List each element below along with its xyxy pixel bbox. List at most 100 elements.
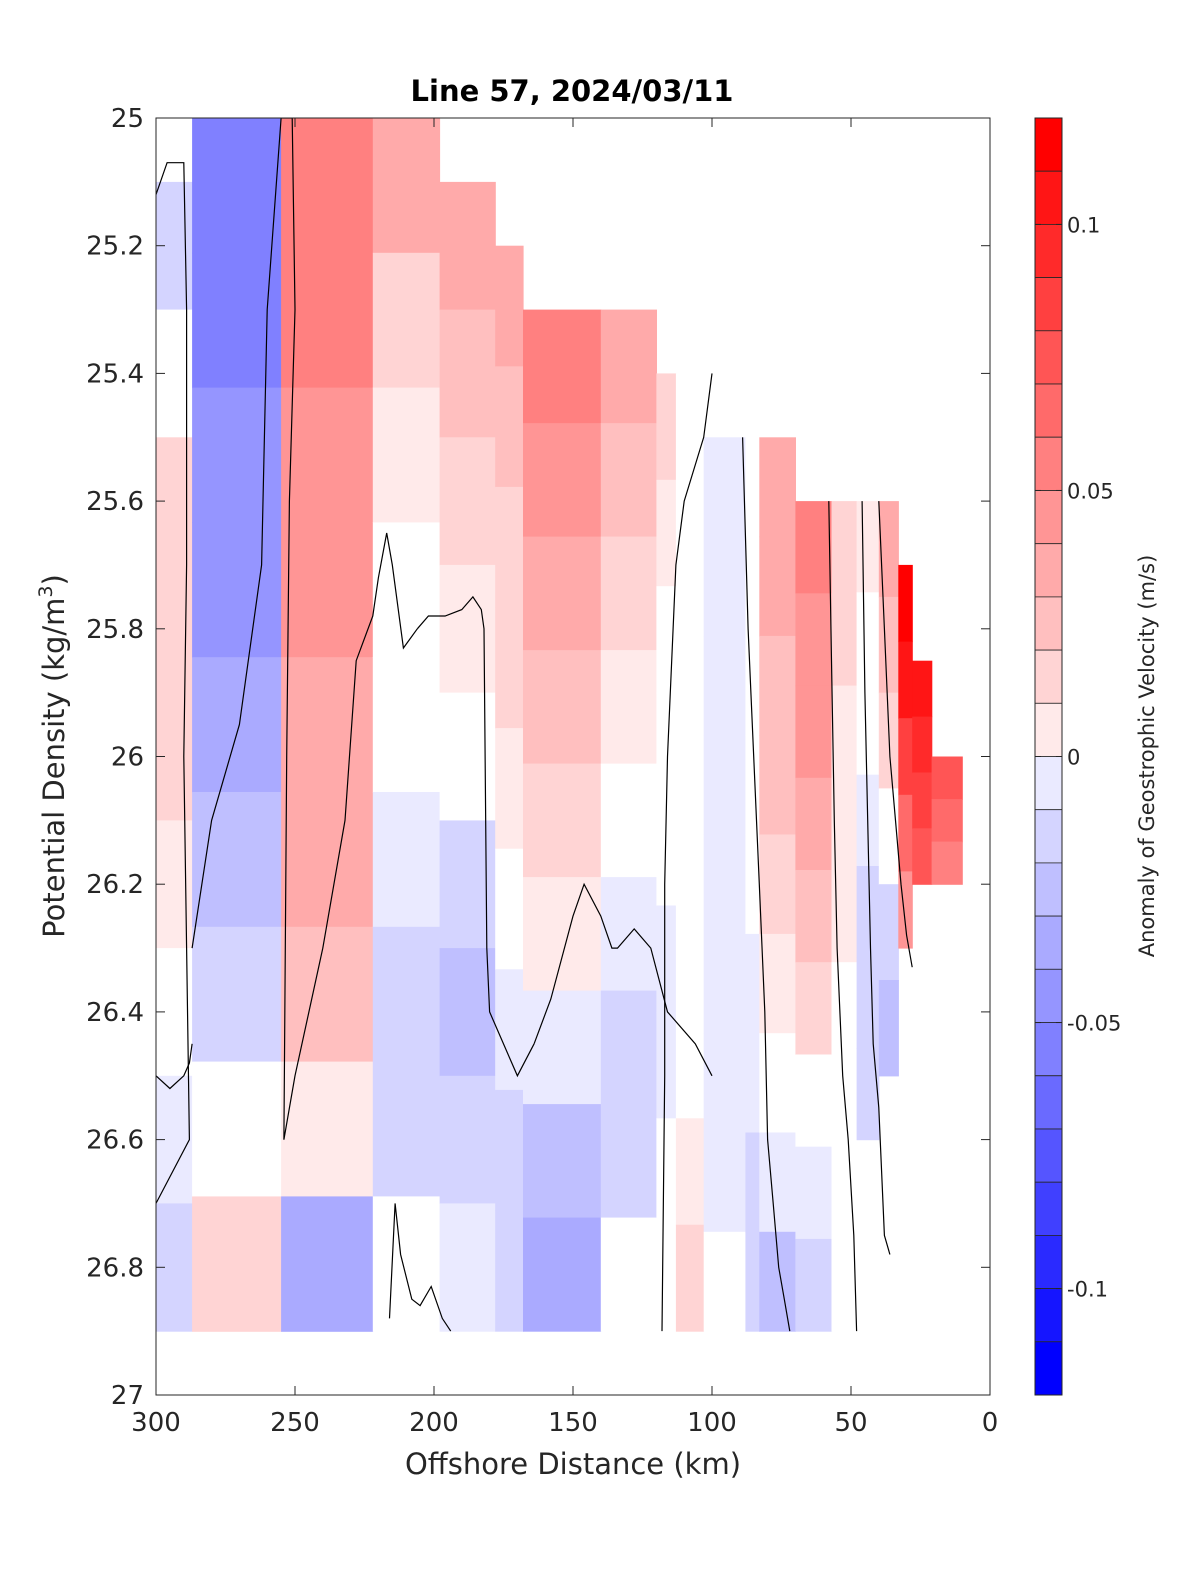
field-cell-6-4 (523, 763, 602, 878)
field-cell-15-6 (856, 1048, 880, 1141)
colorbar-band-1 (1034, 170, 1063, 225)
field-cell-5-1 (495, 366, 524, 488)
field-cell-11-0 (745, 437, 760, 538)
field-cell-2-6 (281, 926, 374, 1063)
zero-contour-line-2 (191, 118, 296, 1140)
field-cell-7-0 (600, 309, 657, 424)
field-cell-4-5 (439, 820, 496, 949)
field-cell-15-2 (856, 683, 880, 776)
field-cell-1-0 (192, 118, 282, 254)
y-tick-label-5: 26 (111, 743, 144, 773)
field-cell-16-0 (878, 501, 899, 598)
colorbar-band-11 (1034, 702, 1063, 757)
field-cell-13-8 (795, 1238, 833, 1332)
field-cell-17-1 (898, 641, 913, 719)
y-axis-title-base: Potential Density (kg/m (37, 598, 71, 938)
colorbar-band-9 (1034, 596, 1063, 651)
colorbar-band-15 (1034, 915, 1063, 970)
field-cell-1-3 (192, 522, 282, 658)
zero-contour-line-4 (416, 595, 535, 1078)
field-cell-13-3 (795, 777, 833, 871)
field-cell-10-0 (703, 437, 746, 538)
y-axis-title: Potential Density (kg/m3) (35, 574, 71, 938)
colorbar-tick-label-0: 0.1 (1067, 213, 1100, 237)
zero-contour-line-9 (861, 501, 891, 1255)
field-cell-3-4 (372, 657, 441, 793)
field-cell-13-5 (795, 962, 833, 1055)
field-cell-5-3 (495, 607, 524, 729)
field-cell-14-5 (831, 962, 858, 1055)
zero-contour-line-11 (388, 1203, 452, 1332)
field-cell-10-7 (703, 1132, 746, 1233)
zero-contour-line-5 (533, 882, 713, 1077)
colorbar-band-6 (1034, 436, 1063, 491)
y-tick-label-1: 25.2 (86, 232, 144, 262)
colorbar-tick-label-1: 0.05 (1067, 479, 1114, 503)
field-cell-8-5 (656, 905, 677, 1013)
field-cell-16-3 (878, 788, 899, 885)
x-axis-title: Offshore Distance (km) (405, 1447, 741, 1481)
field-cell-14-0 (831, 501, 858, 594)
field-cell-16-1 (878, 596, 899, 694)
y-tick-label-7: 26.4 (86, 998, 144, 1028)
field-cell-15-5 (856, 957, 880, 1049)
field-cell-8-0 (656, 373, 677, 481)
colorbar-band-14 (1034, 862, 1063, 917)
field-cell-4-3 (439, 564, 496, 694)
field-cell-5-4 (495, 728, 524, 850)
field-cell-4-2 (439, 437, 496, 566)
field-cell-8-6 (656, 1011, 677, 1119)
field-cell-2-8 (281, 1196, 374, 1332)
colorbar-band-7 (1034, 490, 1063, 545)
x-tick-label-250: 250 (270, 1408, 320, 1438)
field-cell-14-2 (831, 685, 858, 779)
field-cell-3-2 (372, 387, 441, 523)
field-cell-3-7 (372, 1061, 441, 1197)
colorbar-band-0 (1034, 117, 1063, 172)
y-tick-label-6: 26.2 (86, 870, 144, 900)
field-cell-8-3 (656, 692, 677, 800)
y-tick-label-8: 26.6 (86, 1126, 144, 1156)
field-cell-18-2 (912, 772, 933, 829)
colorbar-band-13 (1034, 809, 1063, 864)
field-cell-2-7 (281, 1061, 374, 1197)
zero-contour-line-3 (283, 532, 418, 1140)
field-cell-6-1 (523, 423, 602, 538)
field-cell-10-5 (703, 933, 746, 1034)
field-cell-6-8 (523, 1217, 602, 1332)
field-cell-17-2 (898, 718, 913, 796)
field-cell-3-0 (372, 118, 441, 254)
field-cell-18-1 (912, 716, 933, 774)
x-tick-label-150: 150 (548, 1408, 598, 1438)
y-tick-label-0: 25 (111, 104, 144, 134)
field-cell-6-5 (523, 877, 602, 992)
field-cell-5-2 (495, 486, 524, 609)
colorbar-band-16 (1034, 968, 1063, 1023)
field-cell-3-1 (372, 252, 441, 389)
field-cell-18-0 (912, 660, 933, 718)
field-cell-8-2 (656, 586, 677, 694)
field-cell-11-7 (745, 1132, 760, 1233)
field-cell-10-6 (703, 1033, 746, 1134)
field-cell-5-7 (495, 1089, 524, 1212)
colorbar-band-4 (1034, 330, 1063, 385)
field-cell-5-5 (495, 848, 524, 970)
field-cell-18-3 (912, 828, 933, 885)
field-cell-12-2 (759, 635, 796, 736)
velocity-field (156, 118, 963, 1332)
colorbar-tick-label-3: -0.05 (1067, 1012, 1121, 1036)
y-tick-label-4: 25.8 (86, 615, 144, 645)
field-cell-9-5 (675, 905, 705, 1013)
field-cell-1-7 (192, 1061, 282, 1197)
field-cell-9-7 (675, 1118, 705, 1226)
field-cell-1-4 (192, 657, 282, 793)
colorbar-band-20 (1034, 1181, 1063, 1236)
colorbar-band-23 (1034, 1341, 1063, 1396)
field-cell-12-3 (759, 735, 796, 836)
field-cell-3-8 (372, 1196, 441, 1332)
x-tick-label-0: 0 (982, 1408, 999, 1438)
x-tick-label-100: 100 (687, 1408, 737, 1438)
field-cell-1-5 (192, 792, 282, 928)
y-tick-label-3: 25.6 (86, 487, 144, 517)
field-cell-8-4 (656, 799, 677, 907)
